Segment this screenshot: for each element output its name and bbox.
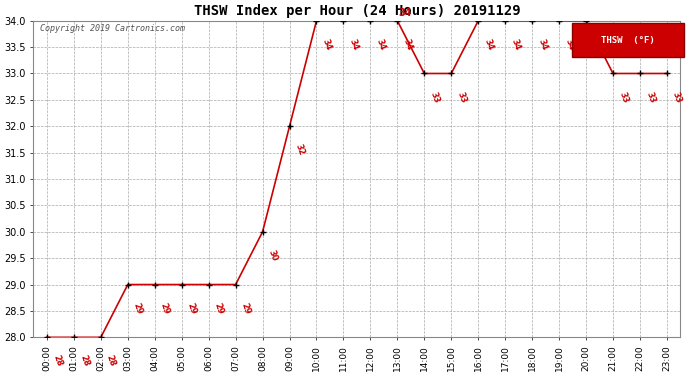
Text: 34: 34 — [590, 38, 602, 51]
Text: 33: 33 — [428, 90, 441, 104]
Title: THSW Index per Hour (24 Hours) 20191129: THSW Index per Hour (24 Hours) 20191129 — [194, 4, 520, 18]
Text: 34: 34 — [321, 38, 333, 51]
Text: 30: 30 — [267, 249, 279, 262]
Text: 29: 29 — [186, 301, 198, 315]
Text: 33: 33 — [455, 90, 468, 104]
Text: 33: 33 — [617, 90, 629, 104]
Text: 34: 34 — [482, 38, 495, 51]
Text: 29: 29 — [132, 301, 144, 315]
Text: 28: 28 — [51, 354, 63, 368]
Text: 34: 34 — [375, 38, 387, 51]
Text: 34: 34 — [509, 38, 522, 51]
Text: 33: 33 — [644, 90, 657, 104]
Text: 29: 29 — [159, 301, 171, 315]
FancyBboxPatch shape — [573, 23, 684, 57]
Text: THSW  (°F): THSW (°F) — [601, 36, 655, 45]
Text: 34: 34 — [536, 38, 549, 51]
Text: 28: 28 — [105, 354, 117, 368]
Text: 28: 28 — [78, 354, 90, 368]
Text: 29: 29 — [213, 301, 225, 315]
Text: 34: 34 — [348, 38, 360, 51]
Text: 34: 34 — [563, 38, 575, 51]
Text: Copyright 2019 Cartronics.com: Copyright 2019 Cartronics.com — [40, 24, 185, 33]
Text: 29: 29 — [240, 301, 253, 315]
Text: 33: 33 — [671, 90, 684, 104]
Text: 34: 34 — [402, 38, 414, 51]
Text: 34: 34 — [399, 8, 412, 18]
Text: 32: 32 — [294, 143, 306, 157]
